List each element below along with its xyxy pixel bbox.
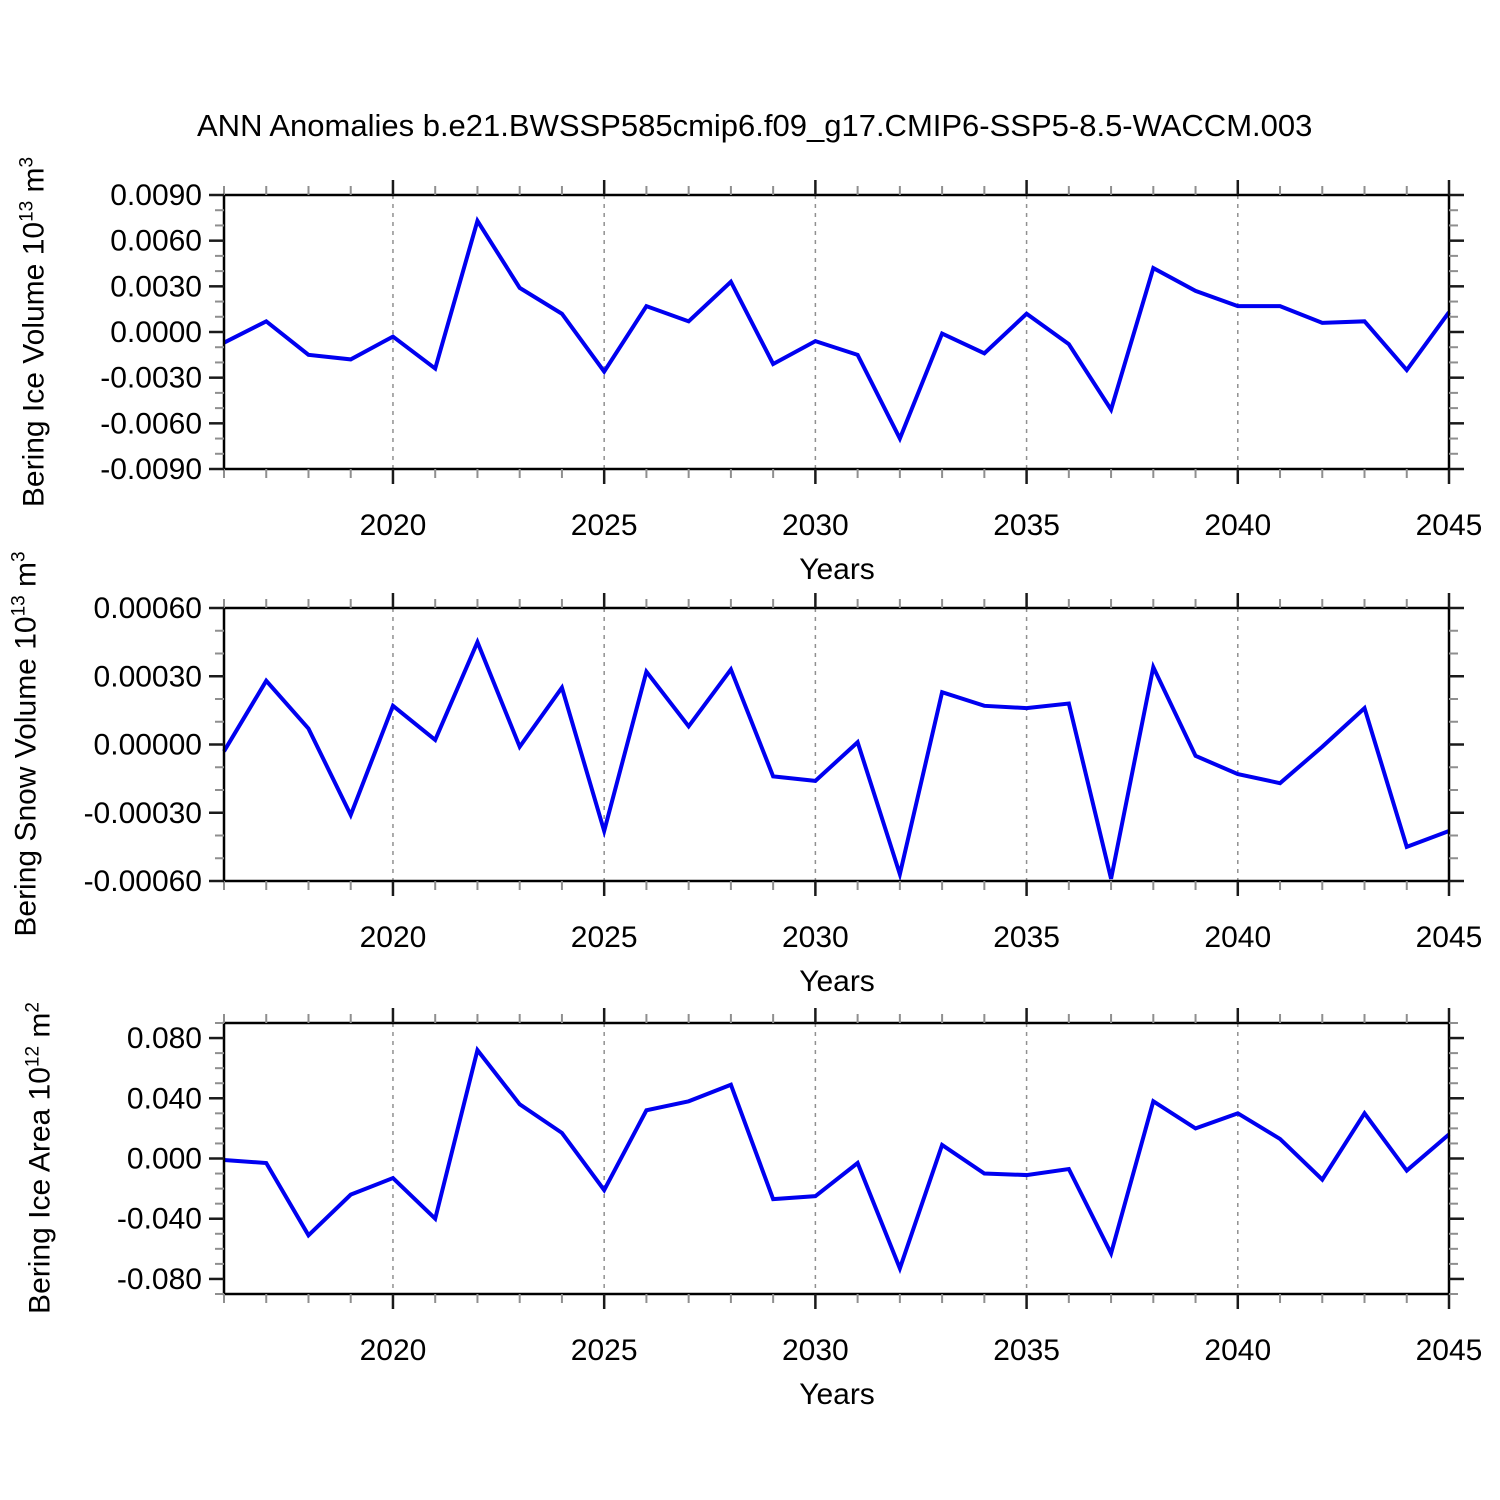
bering-ice-volume-series-line [223, 216, 1451, 444]
y-tick-label: -0.0060 [100, 407, 202, 440]
x-tick-label: 2030 [782, 921, 849, 954]
y-tick-label: -0.0090 [100, 453, 202, 486]
y-tick-label: -0.0030 [100, 362, 202, 395]
y-axis-title-exponent: 12 [22, 1045, 44, 1068]
x-tick-label: 2030 [782, 509, 849, 542]
x-tick-label: 2040 [1204, 509, 1271, 542]
y-tick-label: 0.0030 [110, 270, 202, 303]
y-tick-label: -0.080 [117, 1263, 202, 1296]
y-tick-label: 0.00060 [94, 592, 202, 625]
y-axis-title-unit-exponent: 3 [16, 156, 38, 168]
x-axis-title-years: Years [799, 1378, 875, 1411]
y-axis-title-text: Bering Ice Area 10 [23, 1067, 57, 1314]
y-tick-label: 0.00030 [94, 660, 202, 693]
x-tick-label: 2025 [571, 509, 638, 542]
y-tick-label: 0.00000 [94, 729, 202, 762]
y-tick-label: 0.0000 [110, 316, 202, 349]
x-tick-label: 2040 [1204, 921, 1271, 954]
x-axis-title-years: Years [799, 965, 875, 998]
plot-frame [222, 193, 1451, 471]
y-tick-label: 0.040 [127, 1082, 202, 1115]
x-tick-label: 2040 [1204, 1334, 1271, 1367]
x-tick-label: 2035 [993, 921, 1060, 954]
bering-ice-area-series-line [223, 1045, 1451, 1275]
y-tick-label: -0.00030 [84, 797, 202, 830]
y-axis-title-unit: m [9, 561, 43, 596]
y-axis-title-unit-exponent: 2 [22, 1002, 44, 1013]
y-tick-label: 0.0090 [110, 179, 202, 212]
x-tick-label: 2045 [1416, 509, 1483, 542]
y-axis-title-unit: m [17, 167, 51, 201]
chart-title: ANN Anomalies b.e21.BWSSP585cmip6.f09_g1… [197, 108, 1313, 143]
y-tick-label: 0.0060 [110, 225, 202, 258]
y-axis-title-exponent: 13 [8, 595, 30, 617]
x-tick-label: 2045 [1416, 921, 1483, 954]
plot-frame [222, 606, 1451, 883]
y-axis-title-snow-volume: Bering Snow Volume 1013 m3 [9, 551, 44, 936]
y-tick-label: 0.080 [127, 1022, 202, 1055]
y-axis-title-text: Bering Ice Volume 10 [17, 221, 51, 508]
y-tick-label: -0.00060 [84, 865, 202, 898]
x-tick-label: 2020 [360, 1334, 427, 1367]
x-tick-label: 2035 [993, 509, 1060, 542]
y-axis-title-unit-exponent: 3 [8, 551, 30, 562]
x-tick-label: 2045 [1416, 1334, 1483, 1367]
x-tick-label: 2030 [782, 1334, 849, 1367]
y-axis-title-unit: m [23, 1012, 57, 1046]
plot-frame [222, 1021, 1451, 1296]
y-tick-label: -0.040 [117, 1203, 202, 1236]
x-tick-label: 2020 [360, 921, 427, 954]
y-axis-title-ice-volume: Bering Ice Volume 1013 m3 [17, 157, 52, 507]
x-tick-label: 2020 [360, 509, 427, 542]
y-axis-title-ice-area: Bering Ice Area 1012 m2 [23, 1002, 58, 1314]
y-axis-title-text: Bering Snow Volume 10 [9, 616, 43, 937]
x-tick-label: 2035 [993, 1334, 1060, 1367]
x-tick-label: 2025 [571, 1334, 638, 1367]
bering-snow-volume-series-line [222, 636, 1450, 882]
x-tick-label: 2025 [571, 921, 638, 954]
y-axis-title-exponent: 13 [16, 200, 38, 222]
y-tick-label: 0.000 [127, 1143, 202, 1176]
x-axis-title-years: Years [799, 553, 875, 586]
